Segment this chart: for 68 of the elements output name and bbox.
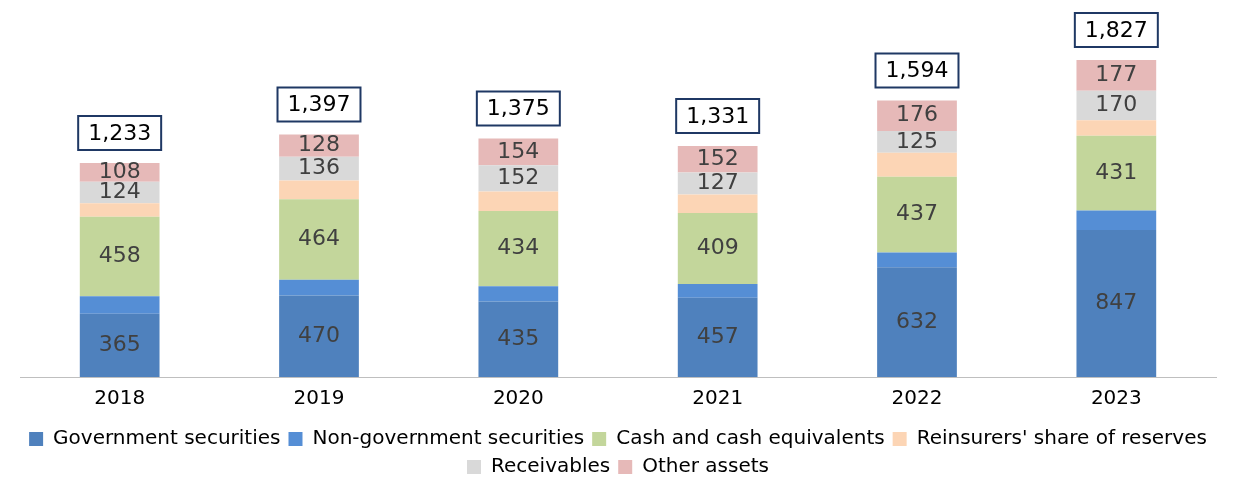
bar [877,152,957,177]
bar [79,296,160,314]
bar [279,295,359,377]
data-label: 365 [98,331,141,357]
x-tick-label: 2023 [1090,385,1142,410]
bar [1076,60,1157,91]
bar [279,279,359,296]
x-tick-label: 2018 [94,385,146,410]
legend-label: Government securities [53,425,281,450]
bar [478,301,559,377]
bar [1076,120,1157,136]
bar [478,191,559,211]
bar [279,199,359,280]
bar [677,194,758,214]
data-label: 435 [497,324,540,350]
data-label: 464 [298,225,340,251]
bar [478,286,559,302]
data-label: 437 [896,200,938,226]
x-tick-label: 2019 [293,385,345,410]
bar [677,297,758,377]
data-label: 458 [98,242,141,268]
bar [677,284,758,298]
bar [279,180,359,200]
bar [677,213,758,284]
x-tick-label: 2021 [692,385,744,410]
data-label: 176 [896,101,938,127]
legend-label: Reinsurers' share of reserves [916,425,1207,450]
bar [79,216,160,297]
data-label: 457 [696,323,739,349]
bar [1076,230,1157,377]
bar [877,176,957,253]
total-label: 1,594 [885,57,949,83]
data-label: 170 [1095,91,1138,117]
data-label: 434 [497,234,540,260]
legend-label: Cash and cash equivalents [616,425,885,450]
data-label: 152 [497,164,540,190]
data-label: 431 [1095,158,1138,184]
total-label: 1,827 [1084,16,1148,42]
bar [877,252,957,268]
data-label: 632 [896,307,938,333]
data-label: 470 [298,321,340,347]
data-label: 152 [696,144,739,170]
x-tick-label: 2020 [492,385,544,410]
data-label: 154 [497,137,540,163]
x-tick-label: 2022 [891,385,943,410]
total-label: 1,233 [88,119,152,145]
data-label: 177 [1095,61,1138,87]
legend-label: Non-government securities [312,425,585,450]
legend-label: Receivables [490,453,611,478]
total-label: 1,331 [686,102,750,128]
data-label: 128 [298,131,340,157]
total-label: 1,397 [287,91,351,117]
data-label: 124 [98,178,141,204]
bar [1076,135,1157,211]
data-label: 127 [696,169,739,195]
bar [79,313,160,377]
data-label: 125 [896,127,938,153]
bar [478,165,559,192]
legend-label: Other assets [642,453,770,478]
bar [79,203,160,217]
data-label: 136 [298,154,340,180]
bar [478,210,559,287]
total-label: 1,375 [486,95,550,121]
data-label: 409 [696,234,739,260]
data-label: 847 [1095,289,1138,315]
bar [877,100,957,131]
bar [1076,210,1157,231]
bar [877,267,957,377]
